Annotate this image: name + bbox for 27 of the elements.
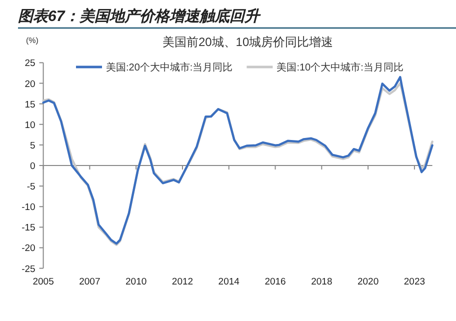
x-tick-label: 2020 <box>357 276 379 288</box>
legend-label: 美国:20个大中城市:当月同比 <box>106 62 233 74</box>
legend-label: 美国:10个大中城市:当月同比 <box>276 62 404 74</box>
chart-subtitle: 美国前20城、10城房价同比增速 <box>162 35 334 49</box>
y-tick-label: 0 <box>30 161 36 172</box>
x-tick-label: 2005 <box>32 276 54 288</box>
y-axis-title: (%) <box>26 36 39 45</box>
y-tick-label: -10 <box>22 202 36 214</box>
y-tick-label: -5 <box>26 182 36 193</box>
x-tick-label: 2012 <box>172 276 194 288</box>
y-tick-label: 10 <box>24 120 36 131</box>
x-tick-label: 2014 <box>218 276 240 288</box>
x-tick-label: 2023 <box>404 276 426 288</box>
x-tick-label: 2010 <box>126 276 147 288</box>
y-tick-label: -20 <box>22 243 36 254</box>
chart-title: 图表67：美国地产价格增速触底回升 <box>18 7 262 25</box>
legend-item: 美国:10个大中城市:当月同比 <box>246 62 404 74</box>
y-tick-label: 15 <box>24 99 36 110</box>
legend-item: 美国:20个大中城市:当月同比 <box>76 62 233 74</box>
y-tick-label: -25 <box>22 264 36 275</box>
x-tick-label: 2007 <box>79 276 100 288</box>
y-tick-label: 5 <box>30 140 36 152</box>
y-tick-label: -15 <box>22 222 36 234</box>
x-tick-label: 2016 <box>264 276 286 288</box>
x-tick-label: 2018 <box>311 276 332 288</box>
y-tick-label: 25 <box>24 58 36 70</box>
y-tick-label: 20 <box>24 78 36 90</box>
